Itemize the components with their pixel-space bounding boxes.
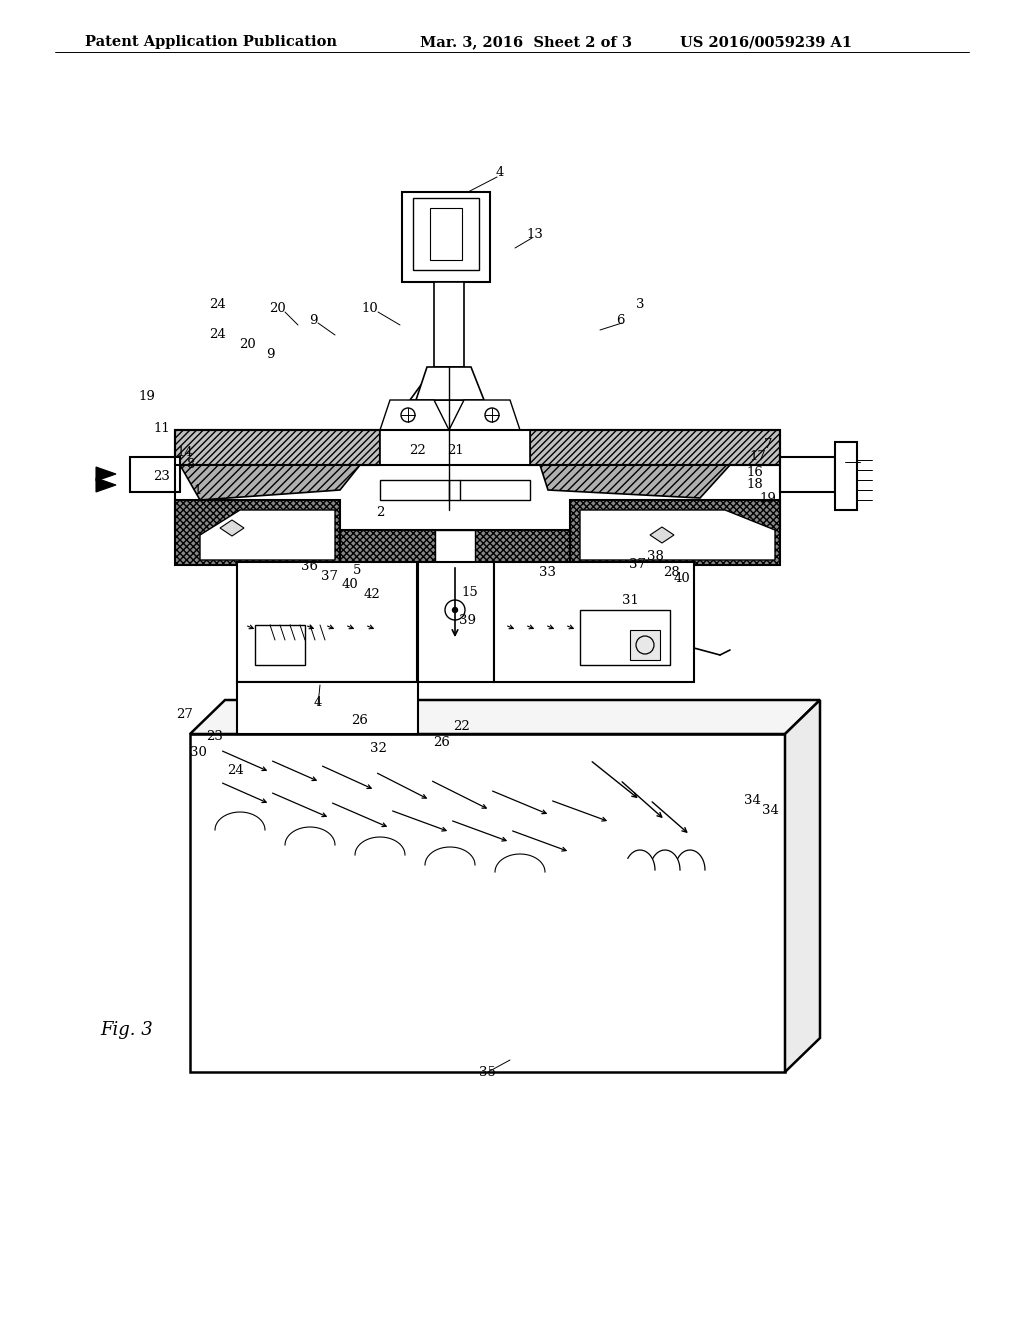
Polygon shape bbox=[220, 520, 244, 536]
Text: 4: 4 bbox=[496, 165, 504, 178]
Text: 28: 28 bbox=[664, 565, 680, 578]
Text: 17: 17 bbox=[750, 450, 766, 463]
Polygon shape bbox=[416, 367, 484, 400]
Polygon shape bbox=[175, 500, 340, 565]
Text: 8: 8 bbox=[185, 458, 195, 471]
Text: 19: 19 bbox=[760, 491, 776, 504]
Bar bbox=[630, 630, 660, 660]
Text: 2: 2 bbox=[376, 506, 384, 519]
Bar bbox=[190, 734, 785, 1072]
Polygon shape bbox=[785, 700, 820, 1072]
Text: Mar. 3, 2016  Sheet 2 of 3: Mar. 3, 2016 Sheet 2 of 3 bbox=[420, 36, 632, 49]
Polygon shape bbox=[530, 430, 780, 465]
Polygon shape bbox=[580, 510, 775, 560]
Bar bbox=[580, 610, 670, 665]
Polygon shape bbox=[200, 510, 335, 560]
Polygon shape bbox=[449, 400, 520, 430]
Text: 9: 9 bbox=[266, 348, 274, 362]
Polygon shape bbox=[380, 400, 449, 430]
Text: 22: 22 bbox=[454, 721, 470, 734]
Text: 40: 40 bbox=[342, 578, 358, 591]
Polygon shape bbox=[340, 531, 570, 565]
Text: 39: 39 bbox=[460, 614, 476, 627]
Bar bbox=[780, 457, 835, 492]
Bar bbox=[430, 209, 462, 260]
Text: 26: 26 bbox=[351, 714, 369, 726]
Text: 26: 26 bbox=[433, 735, 451, 748]
Text: 32: 32 bbox=[370, 742, 386, 755]
Text: 11: 11 bbox=[154, 421, 170, 434]
Text: 15: 15 bbox=[462, 586, 478, 598]
Polygon shape bbox=[410, 367, 478, 400]
Text: 24: 24 bbox=[226, 763, 244, 776]
Polygon shape bbox=[96, 478, 116, 492]
Polygon shape bbox=[540, 465, 730, 498]
Text: 20: 20 bbox=[269, 301, 287, 314]
Bar bbox=[435, 531, 475, 565]
Text: 4: 4 bbox=[313, 696, 323, 709]
Bar bbox=[418, 562, 494, 682]
Polygon shape bbox=[96, 467, 116, 480]
Text: 27: 27 bbox=[176, 708, 194, 721]
Bar bbox=[413, 198, 479, 271]
Text: 3: 3 bbox=[636, 298, 644, 312]
Text: 42: 42 bbox=[364, 587, 380, 601]
Text: 40: 40 bbox=[674, 572, 690, 585]
Text: 18: 18 bbox=[746, 479, 763, 491]
Text: Fig. 3: Fig. 3 bbox=[100, 1020, 153, 1039]
Text: 1: 1 bbox=[194, 483, 202, 496]
Text: 9: 9 bbox=[309, 314, 317, 326]
Text: 37: 37 bbox=[630, 558, 646, 572]
Text: 38: 38 bbox=[646, 550, 664, 564]
Text: 24: 24 bbox=[210, 298, 226, 312]
Text: 16: 16 bbox=[746, 466, 764, 479]
Text: 19: 19 bbox=[138, 389, 156, 403]
Text: 24: 24 bbox=[210, 329, 226, 342]
Text: 34: 34 bbox=[743, 793, 761, 807]
Text: 33: 33 bbox=[540, 565, 556, 578]
Text: 34: 34 bbox=[762, 804, 778, 817]
Circle shape bbox=[453, 607, 458, 612]
Text: Patent Application Publication: Patent Application Publication bbox=[85, 36, 337, 49]
Bar bbox=[255, 624, 305, 665]
Polygon shape bbox=[237, 682, 418, 734]
Polygon shape bbox=[190, 700, 820, 734]
Polygon shape bbox=[180, 465, 360, 500]
Text: 23: 23 bbox=[207, 730, 223, 743]
Bar bbox=[835, 442, 857, 510]
Text: 6: 6 bbox=[615, 314, 625, 326]
Text: 14: 14 bbox=[176, 446, 194, 458]
Bar bbox=[380, 480, 530, 500]
Text: 21: 21 bbox=[446, 444, 464, 457]
Text: 22: 22 bbox=[410, 444, 426, 457]
Bar bbox=[380, 430, 530, 465]
Bar bbox=[494, 562, 694, 682]
Text: 10: 10 bbox=[361, 301, 379, 314]
Text: 31: 31 bbox=[622, 594, 638, 606]
Polygon shape bbox=[570, 500, 780, 565]
Text: 20: 20 bbox=[240, 338, 256, 351]
Text: 7: 7 bbox=[764, 438, 772, 451]
Bar bbox=[402, 191, 490, 282]
Text: US 2016/0059239 A1: US 2016/0059239 A1 bbox=[680, 36, 852, 49]
Bar bbox=[130, 457, 180, 492]
Text: 36: 36 bbox=[301, 561, 318, 573]
Text: 23: 23 bbox=[154, 470, 170, 483]
Polygon shape bbox=[175, 430, 380, 465]
Text: 5: 5 bbox=[353, 564, 361, 577]
Bar bbox=[237, 562, 417, 682]
Text: 35: 35 bbox=[478, 1065, 496, 1078]
Text: 13: 13 bbox=[526, 228, 544, 242]
Text: 30: 30 bbox=[189, 746, 207, 759]
Text: 37: 37 bbox=[322, 570, 339, 583]
Bar bbox=[434, 282, 464, 367]
Polygon shape bbox=[650, 527, 674, 543]
